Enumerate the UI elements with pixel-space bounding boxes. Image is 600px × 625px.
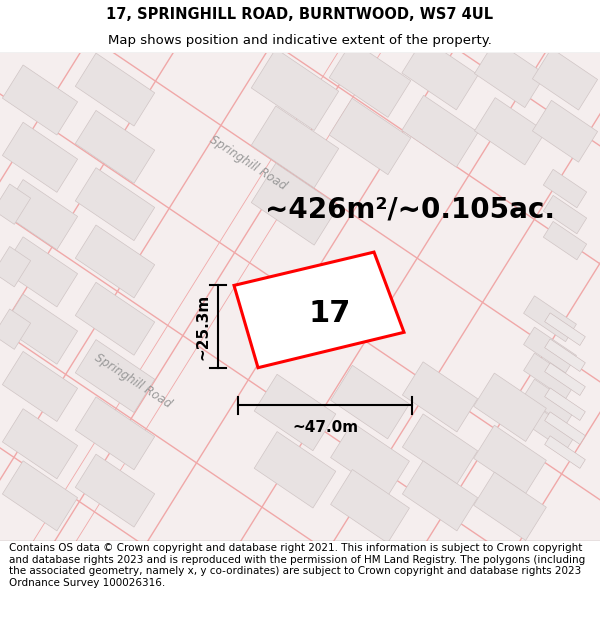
- Polygon shape: [75, 339, 155, 412]
- Polygon shape: [75, 168, 155, 241]
- Text: ~47.0m: ~47.0m: [292, 420, 358, 435]
- Text: 17: 17: [309, 299, 351, 328]
- Text: Map shows position and indicative extent of the property.: Map shows position and indicative extent…: [108, 34, 492, 47]
- Polygon shape: [2, 65, 77, 135]
- Polygon shape: [545, 363, 586, 396]
- Polygon shape: [251, 106, 339, 188]
- Polygon shape: [402, 96, 478, 167]
- Polygon shape: [524, 327, 577, 373]
- Text: ~426m²/~0.105ac.: ~426m²/~0.105ac.: [265, 196, 555, 223]
- Polygon shape: [2, 179, 77, 249]
- Polygon shape: [532, 48, 598, 110]
- Polygon shape: [524, 353, 577, 399]
- Polygon shape: [0, 309, 31, 349]
- Polygon shape: [545, 436, 586, 468]
- Polygon shape: [75, 111, 155, 183]
- Polygon shape: [524, 405, 577, 451]
- Polygon shape: [473, 425, 547, 494]
- Polygon shape: [254, 374, 336, 451]
- Polygon shape: [75, 225, 155, 298]
- Polygon shape: [331, 366, 409, 439]
- Polygon shape: [329, 98, 411, 174]
- Polygon shape: [545, 339, 586, 371]
- Polygon shape: [75, 454, 155, 527]
- Polygon shape: [544, 221, 587, 260]
- Text: Springhill Road: Springhill Road: [207, 132, 289, 192]
- Polygon shape: [331, 422, 409, 496]
- Polygon shape: [75, 282, 155, 355]
- Polygon shape: [475, 98, 545, 165]
- Polygon shape: [544, 196, 587, 234]
- Polygon shape: [403, 461, 478, 531]
- Polygon shape: [0, 184, 31, 224]
- Polygon shape: [2, 294, 77, 364]
- Polygon shape: [545, 313, 586, 346]
- Polygon shape: [403, 414, 478, 484]
- Polygon shape: [2, 122, 77, 192]
- Polygon shape: [331, 469, 409, 543]
- Text: Contains OS data © Crown copyright and database right 2021. This information is : Contains OS data © Crown copyright and d…: [9, 543, 585, 588]
- Text: ~25.3m: ~25.3m: [195, 294, 210, 359]
- Polygon shape: [75, 397, 155, 470]
- Polygon shape: [2, 461, 77, 531]
- Polygon shape: [234, 252, 404, 368]
- Polygon shape: [2, 237, 77, 307]
- Polygon shape: [475, 41, 545, 107]
- Polygon shape: [524, 296, 577, 342]
- Polygon shape: [254, 432, 336, 508]
- Polygon shape: [251, 163, 339, 245]
- Polygon shape: [545, 388, 586, 421]
- Text: Springhill Road: Springhill Road: [92, 351, 174, 411]
- Polygon shape: [544, 169, 587, 208]
- Polygon shape: [329, 41, 411, 118]
- Polygon shape: [2, 409, 77, 479]
- Polygon shape: [403, 362, 478, 432]
- Text: 17, SPRINGHILL ROAD, BURNTWOOD, WS7 4UL: 17, SPRINGHILL ROAD, BURNTWOOD, WS7 4UL: [106, 8, 494, 22]
- Polygon shape: [524, 379, 577, 425]
- Polygon shape: [473, 373, 547, 441]
- Polygon shape: [75, 53, 155, 126]
- Polygon shape: [402, 38, 478, 110]
- Polygon shape: [532, 101, 598, 162]
- Polygon shape: [251, 49, 339, 131]
- Polygon shape: [0, 246, 31, 287]
- Polygon shape: [2, 351, 77, 421]
- Polygon shape: [473, 472, 547, 541]
- Polygon shape: [545, 412, 586, 444]
